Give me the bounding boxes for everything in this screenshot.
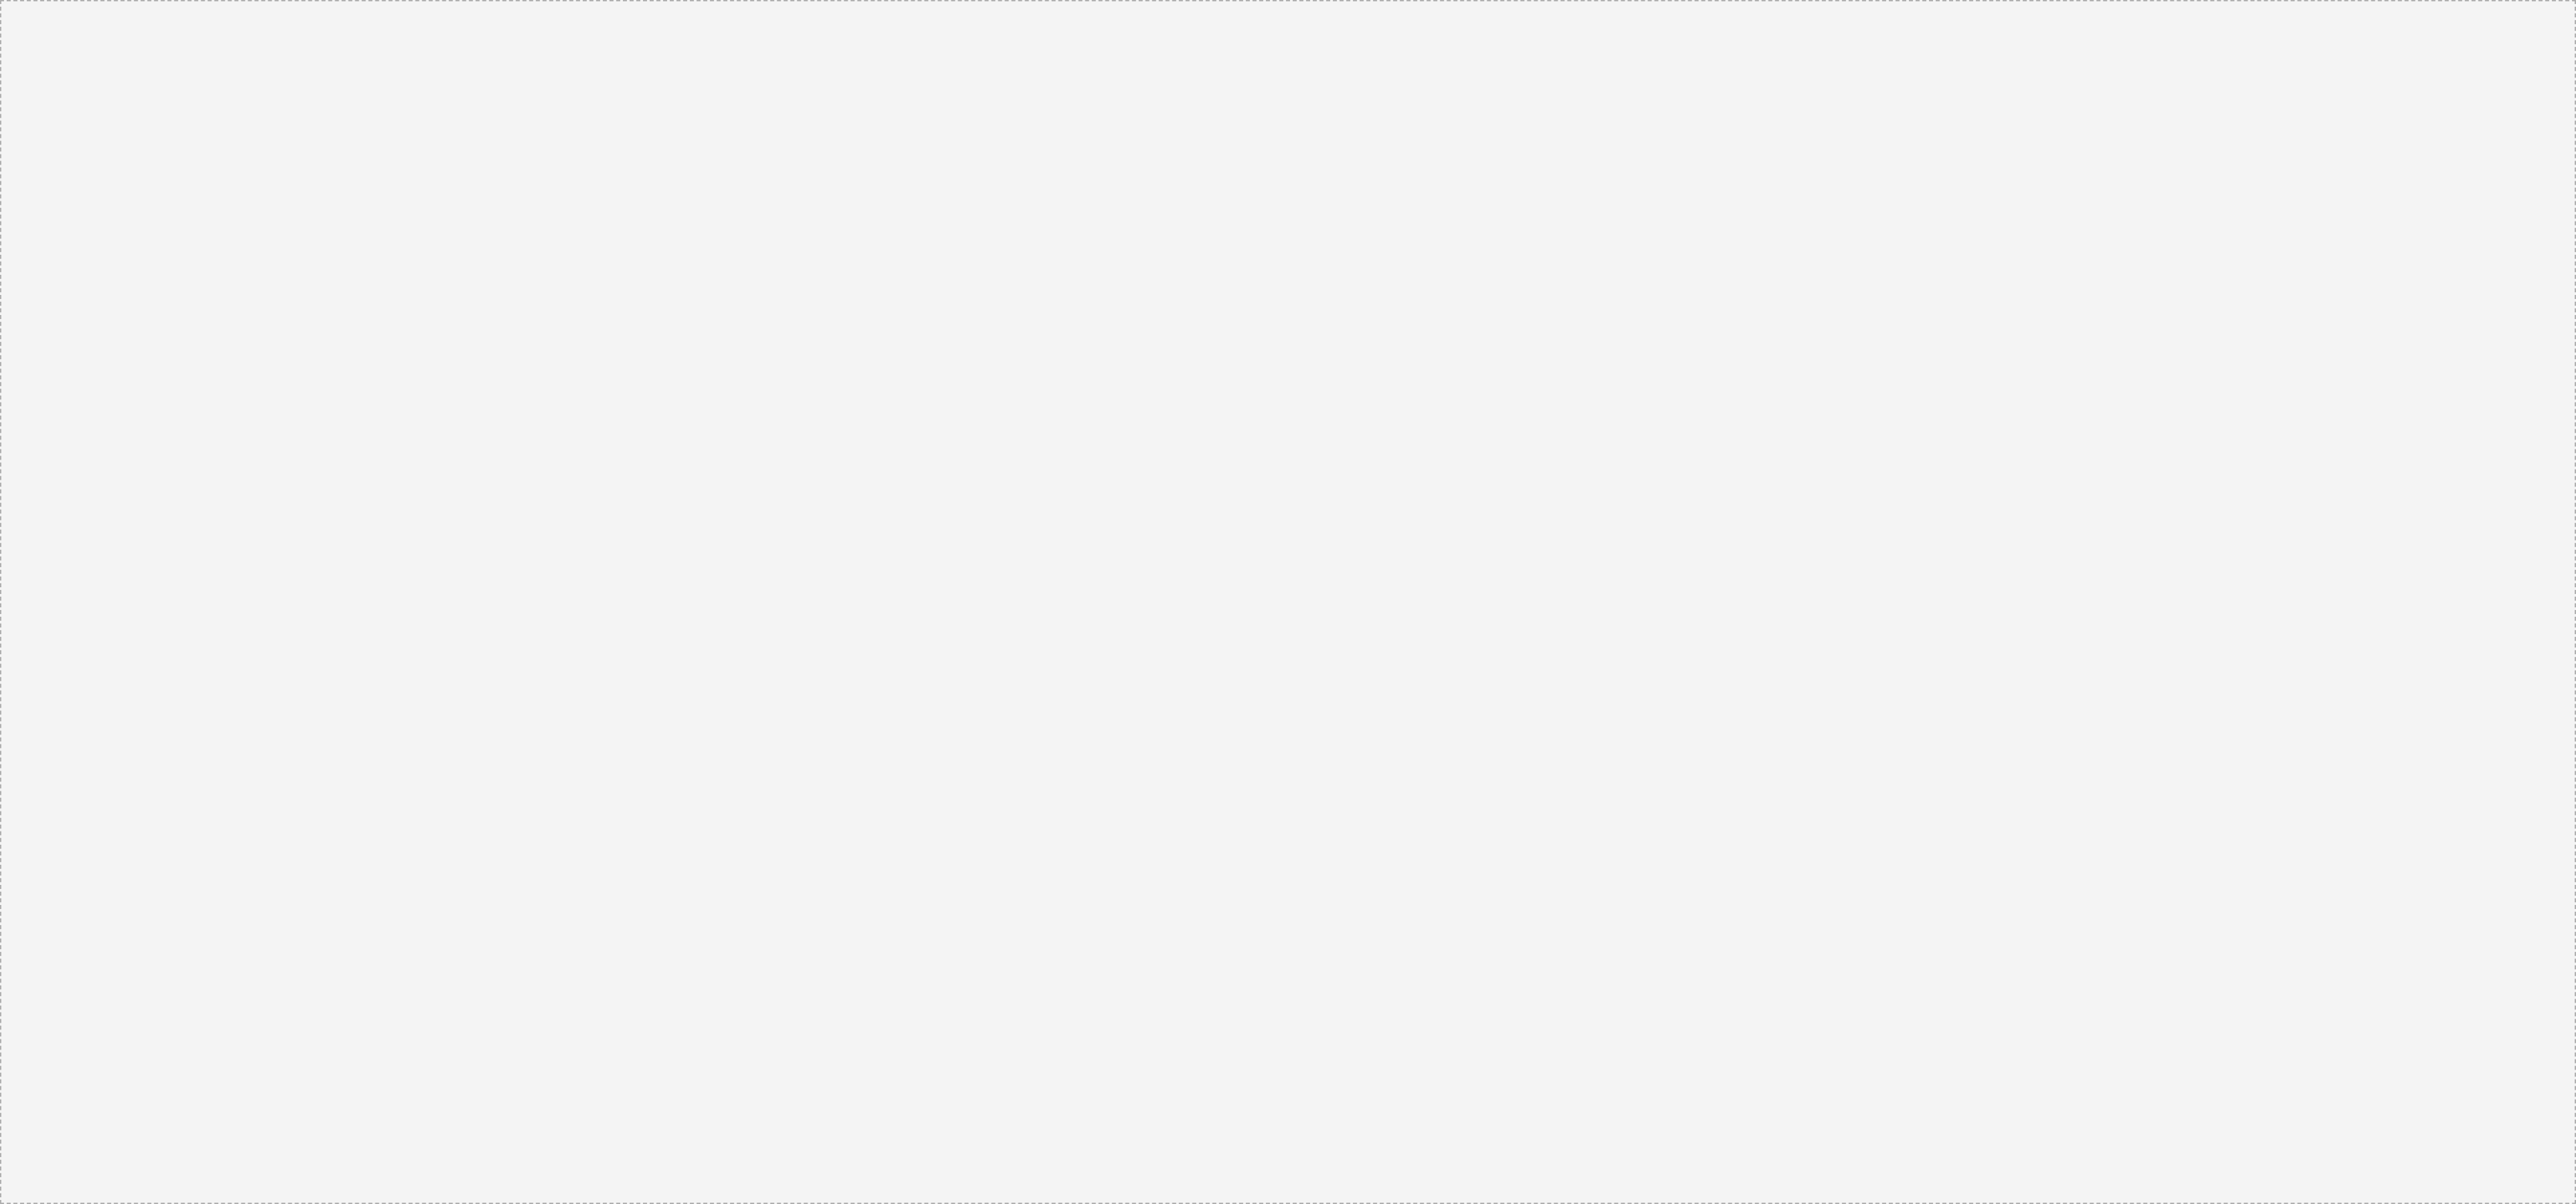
screenshot-placeholder	[0, 0, 2576, 1204]
